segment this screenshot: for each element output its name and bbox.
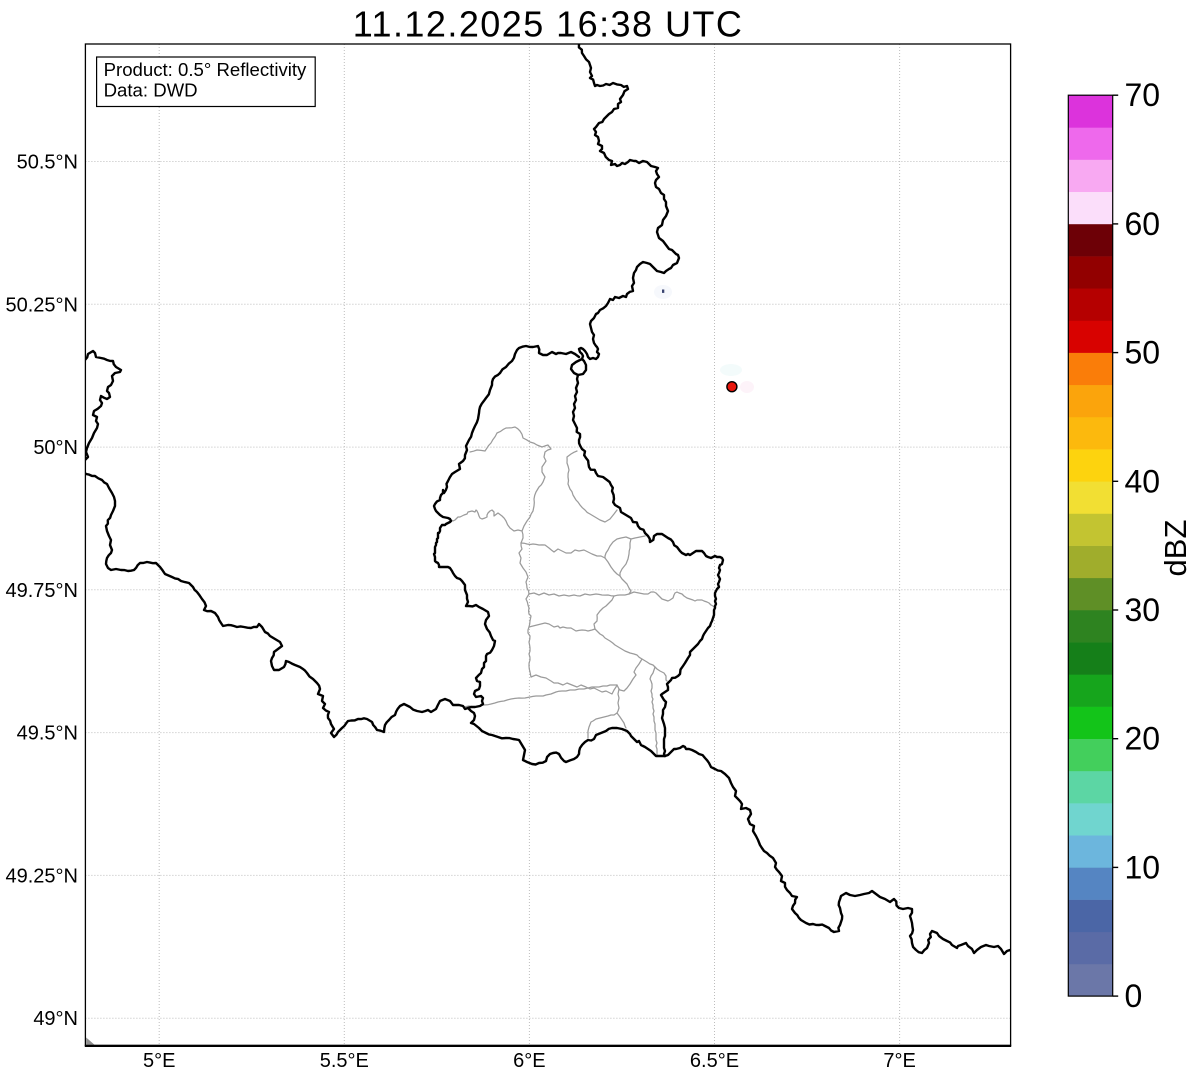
svg-text:Product: 0.5° Reflectivity: Product: 0.5° Reflectivity [104,59,307,80]
svg-text:6°E: 6°E [513,1050,545,1072]
svg-text:5.5°E: 5.5°E [320,1050,369,1072]
svg-text:7°E: 7°E [883,1050,915,1072]
svg-text:50.5°N: 50.5°N [17,152,78,174]
svg-text:5°E: 5°E [143,1050,175,1072]
svg-text:11.12.2025 16:38 UTC: 11.12.2025 16:38 UTC [353,4,744,45]
svg-text:0: 0 [1125,978,1143,1014]
svg-text:60: 60 [1125,206,1161,242]
svg-text:Data: DWD: Data: DWD [104,80,198,101]
svg-text:dBZ: dBZ [1158,520,1193,577]
svg-text:49.5°N: 49.5°N [17,723,78,745]
svg-text:50°N: 50°N [33,437,78,459]
svg-text:70: 70 [1125,77,1161,113]
svg-text:49°N: 49°N [33,1008,78,1030]
svg-text:6.5°E: 6.5°E [690,1050,739,1072]
svg-text:50.25°N: 50.25°N [6,294,79,316]
svg-text:30: 30 [1125,592,1161,628]
svg-text:49.25°N: 49.25°N [6,865,79,887]
svg-text:20: 20 [1125,721,1161,757]
svg-text:10: 10 [1125,849,1161,885]
svg-text:50: 50 [1125,335,1161,371]
svg-text:40: 40 [1125,463,1161,499]
svg-text:49.75°N: 49.75°N [6,580,79,602]
